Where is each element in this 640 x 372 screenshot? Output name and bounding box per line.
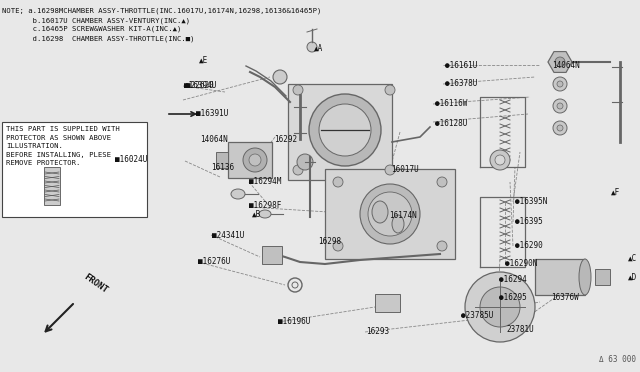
Bar <box>216 152 228 168</box>
Text: ■22620: ■22620 <box>186 81 214 90</box>
Text: 14064N: 14064N <box>200 135 228 144</box>
Text: ●16128U: ●16128U <box>435 119 467 128</box>
Circle shape <box>557 125 563 131</box>
Text: 16298: 16298 <box>318 237 341 247</box>
Circle shape <box>293 85 303 95</box>
Text: ▲A: ▲A <box>314 44 323 52</box>
Text: ■16394U: ■16394U <box>184 81 216 90</box>
Text: ●16294: ●16294 <box>499 276 527 285</box>
Circle shape <box>465 272 535 342</box>
Circle shape <box>360 184 420 244</box>
Circle shape <box>243 148 267 172</box>
Circle shape <box>273 70 287 84</box>
Bar <box>2 122 147 217</box>
Text: ●16395: ●16395 <box>515 217 543 225</box>
Bar <box>325 169 455 259</box>
Circle shape <box>437 177 447 187</box>
Circle shape <box>557 81 563 87</box>
Circle shape <box>553 77 567 91</box>
Ellipse shape <box>231 189 245 199</box>
Text: Δ 63 000: Δ 63 000 <box>599 355 636 364</box>
Text: ■16391U: ■16391U <box>196 109 228 119</box>
Text: 16136: 16136 <box>211 163 234 171</box>
Ellipse shape <box>372 201 388 223</box>
Text: 16174N: 16174N <box>389 212 417 221</box>
Circle shape <box>307 42 317 52</box>
Polygon shape <box>548 52 572 73</box>
Bar <box>262 246 282 264</box>
Text: ●16290N: ●16290N <box>505 260 538 269</box>
Text: ■16294M: ■16294M <box>249 176 282 186</box>
Text: ●16395N: ●16395N <box>515 198 547 206</box>
Text: ▲C: ▲C <box>628 253 637 263</box>
Text: ●16295: ●16295 <box>499 294 527 302</box>
Text: ●16161U: ●16161U <box>445 61 477 70</box>
Text: ●16116W: ●16116W <box>435 99 467 109</box>
Circle shape <box>297 154 313 170</box>
Circle shape <box>368 192 412 236</box>
Text: NOTE; a.16298MCHAMBER ASSY-THROTTLE(INC.16017U,16174N,16298,16136&16465P): NOTE; a.16298MCHAMBER ASSY-THROTTLE(INC.… <box>2 8 321 15</box>
Text: 23781U: 23781U <box>506 326 534 334</box>
Circle shape <box>333 177 343 187</box>
Text: ●16378U: ●16378U <box>445 80 477 89</box>
Circle shape <box>555 57 565 67</box>
Circle shape <box>309 94 381 166</box>
Circle shape <box>249 154 261 166</box>
Circle shape <box>490 150 510 170</box>
Ellipse shape <box>259 210 271 218</box>
Bar <box>228 142 272 178</box>
Text: ■16024U: ■16024U <box>115 155 147 164</box>
Bar <box>44 167 60 205</box>
Text: THIS PART IS SUPPLIED WITH
PROTECTOR AS SHOWN ABOVE
ILLUSTRATION.
BEFORE INSTALL: THIS PART IS SUPPLIED WITH PROTECTOR AS … <box>6 126 120 166</box>
Text: ■16196U: ■16196U <box>278 317 310 327</box>
Text: ▲E: ▲E <box>199 55 208 64</box>
Circle shape <box>385 165 395 175</box>
Ellipse shape <box>392 215 404 233</box>
Circle shape <box>385 85 395 95</box>
Circle shape <box>333 241 343 251</box>
Circle shape <box>480 287 520 327</box>
Text: ▲F: ▲F <box>611 187 620 196</box>
Circle shape <box>495 155 505 165</box>
Bar <box>375 294 400 312</box>
Ellipse shape <box>579 259 591 295</box>
Text: 14064N: 14064N <box>552 61 580 70</box>
Circle shape <box>293 165 303 175</box>
Text: ■24341U: ■24341U <box>212 231 244 240</box>
Circle shape <box>319 104 371 156</box>
Text: ■16298F: ■16298F <box>249 201 282 209</box>
Text: ▲D: ▲D <box>628 273 637 282</box>
Text: d.16298  CHAMBER ASSY-THROTTLE(INC.■): d.16298 CHAMBER ASSY-THROTTLE(INC.■) <box>2 35 195 42</box>
Text: ■16276U: ■16276U <box>198 257 230 266</box>
Bar <box>535 259 585 295</box>
Bar <box>288 84 392 180</box>
Text: ▲B: ▲B <box>252 209 261 218</box>
Bar <box>595 269 610 285</box>
Text: 16376W: 16376W <box>551 294 579 302</box>
Text: 16017U: 16017U <box>391 166 419 174</box>
Text: ●23785U: ●23785U <box>461 311 493 321</box>
Text: 16293: 16293 <box>366 327 389 337</box>
Text: c.16465P SCREW&WASHER KIT-A(INC.▲): c.16465P SCREW&WASHER KIT-A(INC.▲) <box>2 26 181 32</box>
Text: b.16017U CHAMBER ASSY-VENTURY(INC.▲): b.16017U CHAMBER ASSY-VENTURY(INC.▲) <box>2 17 190 23</box>
Text: 16292: 16292 <box>274 135 297 144</box>
Text: FRONT: FRONT <box>82 272 109 295</box>
Circle shape <box>553 99 567 113</box>
Circle shape <box>557 103 563 109</box>
Text: ●16290: ●16290 <box>515 241 543 250</box>
Circle shape <box>553 121 567 135</box>
Circle shape <box>437 241 447 251</box>
